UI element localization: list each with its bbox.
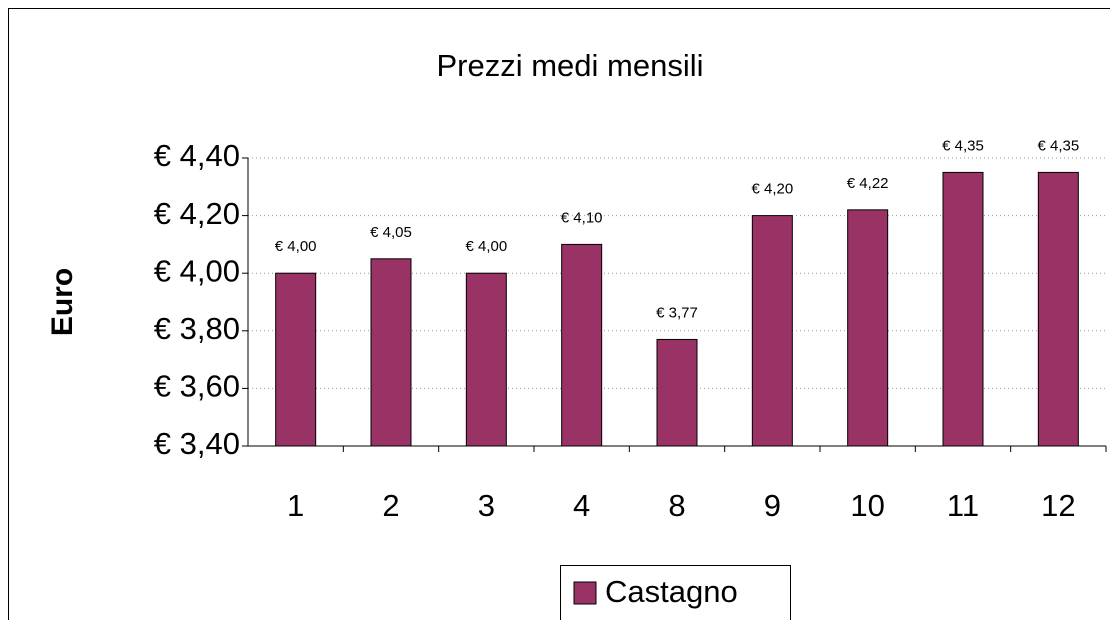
- chart-border: [8, 8, 1110, 620]
- data-label: € 3,77: [656, 304, 698, 321]
- x-tick-label: 2: [382, 488, 399, 523]
- data-label: € 4,00: [275, 238, 317, 255]
- data-label: € 4,22: [847, 175, 889, 192]
- x-tick-label: 12: [1041, 488, 1075, 523]
- y-tick-label: € 3,60: [154, 369, 240, 404]
- y-axis-label: Euro: [46, 268, 79, 336]
- y-tick-label: € 4,40: [154, 138, 240, 173]
- x-tick-label: 1: [287, 488, 304, 523]
- bar: [1037, 171, 1079, 447]
- chart-title: Prezzi medi mensili: [436, 48, 703, 83]
- bar: [275, 272, 317, 447]
- bar: [656, 338, 698, 447]
- data-label: € 4,00: [465, 238, 507, 255]
- data-label: € 4,35: [1037, 137, 1079, 154]
- bar: [751, 215, 793, 447]
- bar: [942, 171, 984, 447]
- x-tick-label: 4: [573, 488, 590, 523]
- y-tick-label: € 3,40: [154, 426, 240, 461]
- x-tick-label: 10: [850, 488, 884, 523]
- x-tick-label: 9: [764, 488, 781, 523]
- bar: [561, 243, 603, 447]
- y-tick-label: € 3,80: [154, 311, 240, 346]
- bar: [370, 258, 412, 447]
- legend-label: Castagno: [605, 574, 738, 609]
- x-tick-label: 3: [478, 488, 495, 523]
- legend-box: [560, 565, 791, 620]
- y-tick-label: € 4,00: [154, 253, 240, 288]
- data-label: € 4,10: [561, 209, 603, 226]
- x-tick-label: 8: [668, 488, 685, 523]
- legend-swatch: [573, 581, 597, 605]
- bar: [847, 209, 889, 447]
- x-tick-label: 11: [947, 488, 979, 523]
- data-label: € 4,20: [751, 181, 793, 198]
- bar: [465, 272, 507, 447]
- y-tick-label: € 4,20: [154, 196, 240, 231]
- data-label: € 4,35: [942, 137, 984, 154]
- data-label: € 4,05: [370, 224, 412, 241]
